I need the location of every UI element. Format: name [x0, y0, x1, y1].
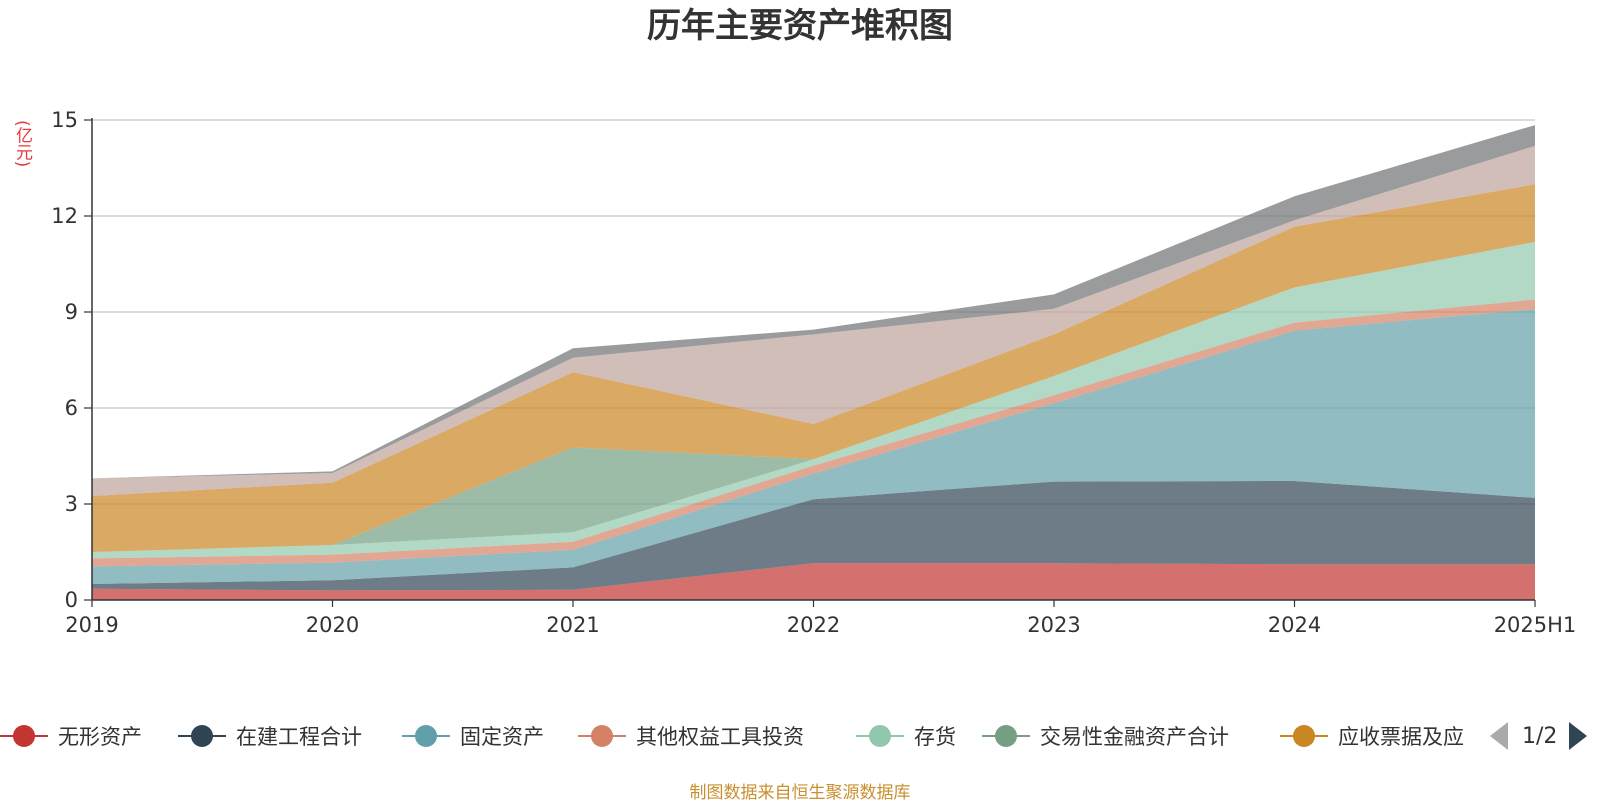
y-tick-label: 9 — [65, 300, 78, 324]
legend-marker-icon — [0, 723, 48, 749]
y-tick-label: 12 — [51, 204, 78, 228]
source-note: 制图数据来自恒生聚源数据库 — [689, 783, 911, 803]
x-tick-label: 2019 — [65, 613, 118, 637]
legend-marker-icon — [578, 723, 626, 749]
legend-label: 其他权益工具投资 — [636, 725, 804, 749]
legend-marker-icon — [982, 723, 1030, 749]
legend-marker-icon — [1280, 723, 1328, 749]
area-series-6 — [92, 184, 1535, 553]
legend-item-3[interactable]: 其他权益工具投资 — [578, 718, 804, 754]
legend-pager: 1/2 — [1490, 718, 1588, 754]
legend-prev-arrow-icon[interactable] — [1490, 722, 1508, 750]
legend-item-5[interactable]: 交易性金融资产合计 — [982, 718, 1229, 754]
area-series-3 — [92, 299, 1535, 567]
chart-title: 历年主要资产堆积图 — [647, 6, 953, 46]
stacked-area-chart: 0 3 6 9 12 15 2019 2020 2021 2022 2023 2024 2025H1 — [51, 108, 1577, 637]
legend-marker-icon — [856, 723, 904, 749]
x-tick-label: 2023 — [1027, 613, 1080, 637]
y-tick-label: 15 — [51, 108, 78, 132]
legend-label: 在建工程合计 — [236, 725, 362, 749]
y-tick-label: 0 — [65, 588, 78, 612]
legend-item-4[interactable]: 存货 — [856, 718, 956, 754]
x-tick-label: 2021 — [546, 613, 599, 637]
legend-label: 应收票据及应 — [1338, 725, 1464, 749]
legend-item-6[interactable]: 应收票据及应 — [1280, 718, 1464, 754]
area-series-1 — [92, 481, 1535, 591]
area-series-2 — [92, 309, 1535, 584]
x-tick-label: 2025H1 — [1494, 613, 1577, 637]
y-tick-label: 6 — [65, 396, 78, 420]
legend-marker-icon — [178, 723, 226, 749]
legend-label: 无形资产 — [58, 725, 142, 749]
legend-item-1[interactable]: 在建工程合计 — [178, 718, 362, 754]
legend-label: 交易性金融资产合计 — [1040, 725, 1229, 749]
x-tick-label: 2020 — [306, 613, 359, 637]
y-tick-label: 3 — [65, 492, 78, 516]
legend-marker-icon — [402, 723, 450, 749]
x-tick-label: 2024 — [1268, 613, 1321, 637]
legend-page-indicator: 1/2 — [1522, 723, 1558, 749]
legend-item-2[interactable]: 固定资产 — [402, 718, 544, 754]
area-series-4 — [92, 241, 1535, 559]
x-tick-label: 2022 — [787, 613, 840, 637]
legend-next-arrow-icon[interactable] — [1569, 722, 1588, 750]
legend-label: 存货 — [914, 725, 956, 749]
legend-label: 固定资产 — [460, 725, 544, 749]
legend: 无形资产 在建工程合计 固定资产 其他权益工具投资 存货 交易性金融资产合计 应收票据及应 — [0, 718, 1600, 754]
area-series-0 — [92, 563, 1535, 600]
legend-item-0[interactable]: 无形资产 — [0, 718, 142, 754]
y-axis-unit: (亿元) — [12, 120, 32, 168]
